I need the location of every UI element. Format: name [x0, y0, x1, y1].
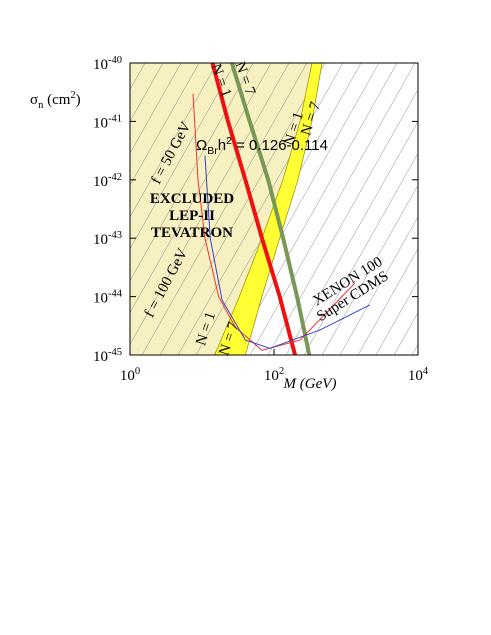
x-tick-label: 102​	[264, 366, 284, 384]
f-line	[267, 89, 418, 355]
y-tick-label: 10-41​	[93, 113, 122, 131]
y-tick-label: 10-40​	[93, 55, 122, 73]
f-line	[0, 63, 1, 355]
f-line	[130, 63, 200, 186]
annotation: LEP-II	[169, 208, 215, 224]
f-line	[303, 152, 418, 355]
y-tick-label: 10-44​	[93, 289, 123, 307]
f-line	[141, 63, 308, 355]
f-line	[130, 63, 290, 345]
curve	[210, 63, 297, 355]
f-line	[159, 63, 326, 355]
x-tick-label: 100​	[120, 366, 140, 384]
f-line	[375, 280, 418, 355]
curve	[229, 63, 312, 355]
f-line	[321, 184, 418, 355]
f-line	[177, 63, 344, 355]
f-line	[393, 312, 418, 355]
curve	[192, 93, 356, 351]
f-line	[130, 63, 164, 122]
y-tick-label: 10-43​	[93, 230, 122, 248]
f-line	[130, 63, 218, 218]
annotation: ΩBrh2 = 0.126-0.114	[196, 135, 328, 157]
f-line	[339, 216, 418, 355]
annotation: TEVATRON	[151, 225, 233, 241]
f-line	[130, 63, 236, 250]
x-axis-label: M (GeV)	[283, 376, 337, 392]
f-line	[130, 63, 146, 91]
annotation: EXCLUDED	[150, 191, 234, 207]
f-line	[249, 63, 416, 355]
f-line	[357, 248, 418, 355]
plot-area	[0, 63, 418, 355]
f-line	[0, 63, 19, 355]
f-line	[285, 120, 418, 355]
y-axis-label: σn (cm2)	[30, 90, 81, 111]
f-line	[130, 63, 272, 314]
f-line	[411, 343, 418, 355]
y-tick-label: 10-42​	[93, 172, 122, 190]
x-tick-label: 104​	[408, 366, 429, 384]
curve	[204, 155, 371, 349]
y-tick-label: 10-45​	[93, 347, 122, 365]
f-line	[130, 63, 182, 154]
